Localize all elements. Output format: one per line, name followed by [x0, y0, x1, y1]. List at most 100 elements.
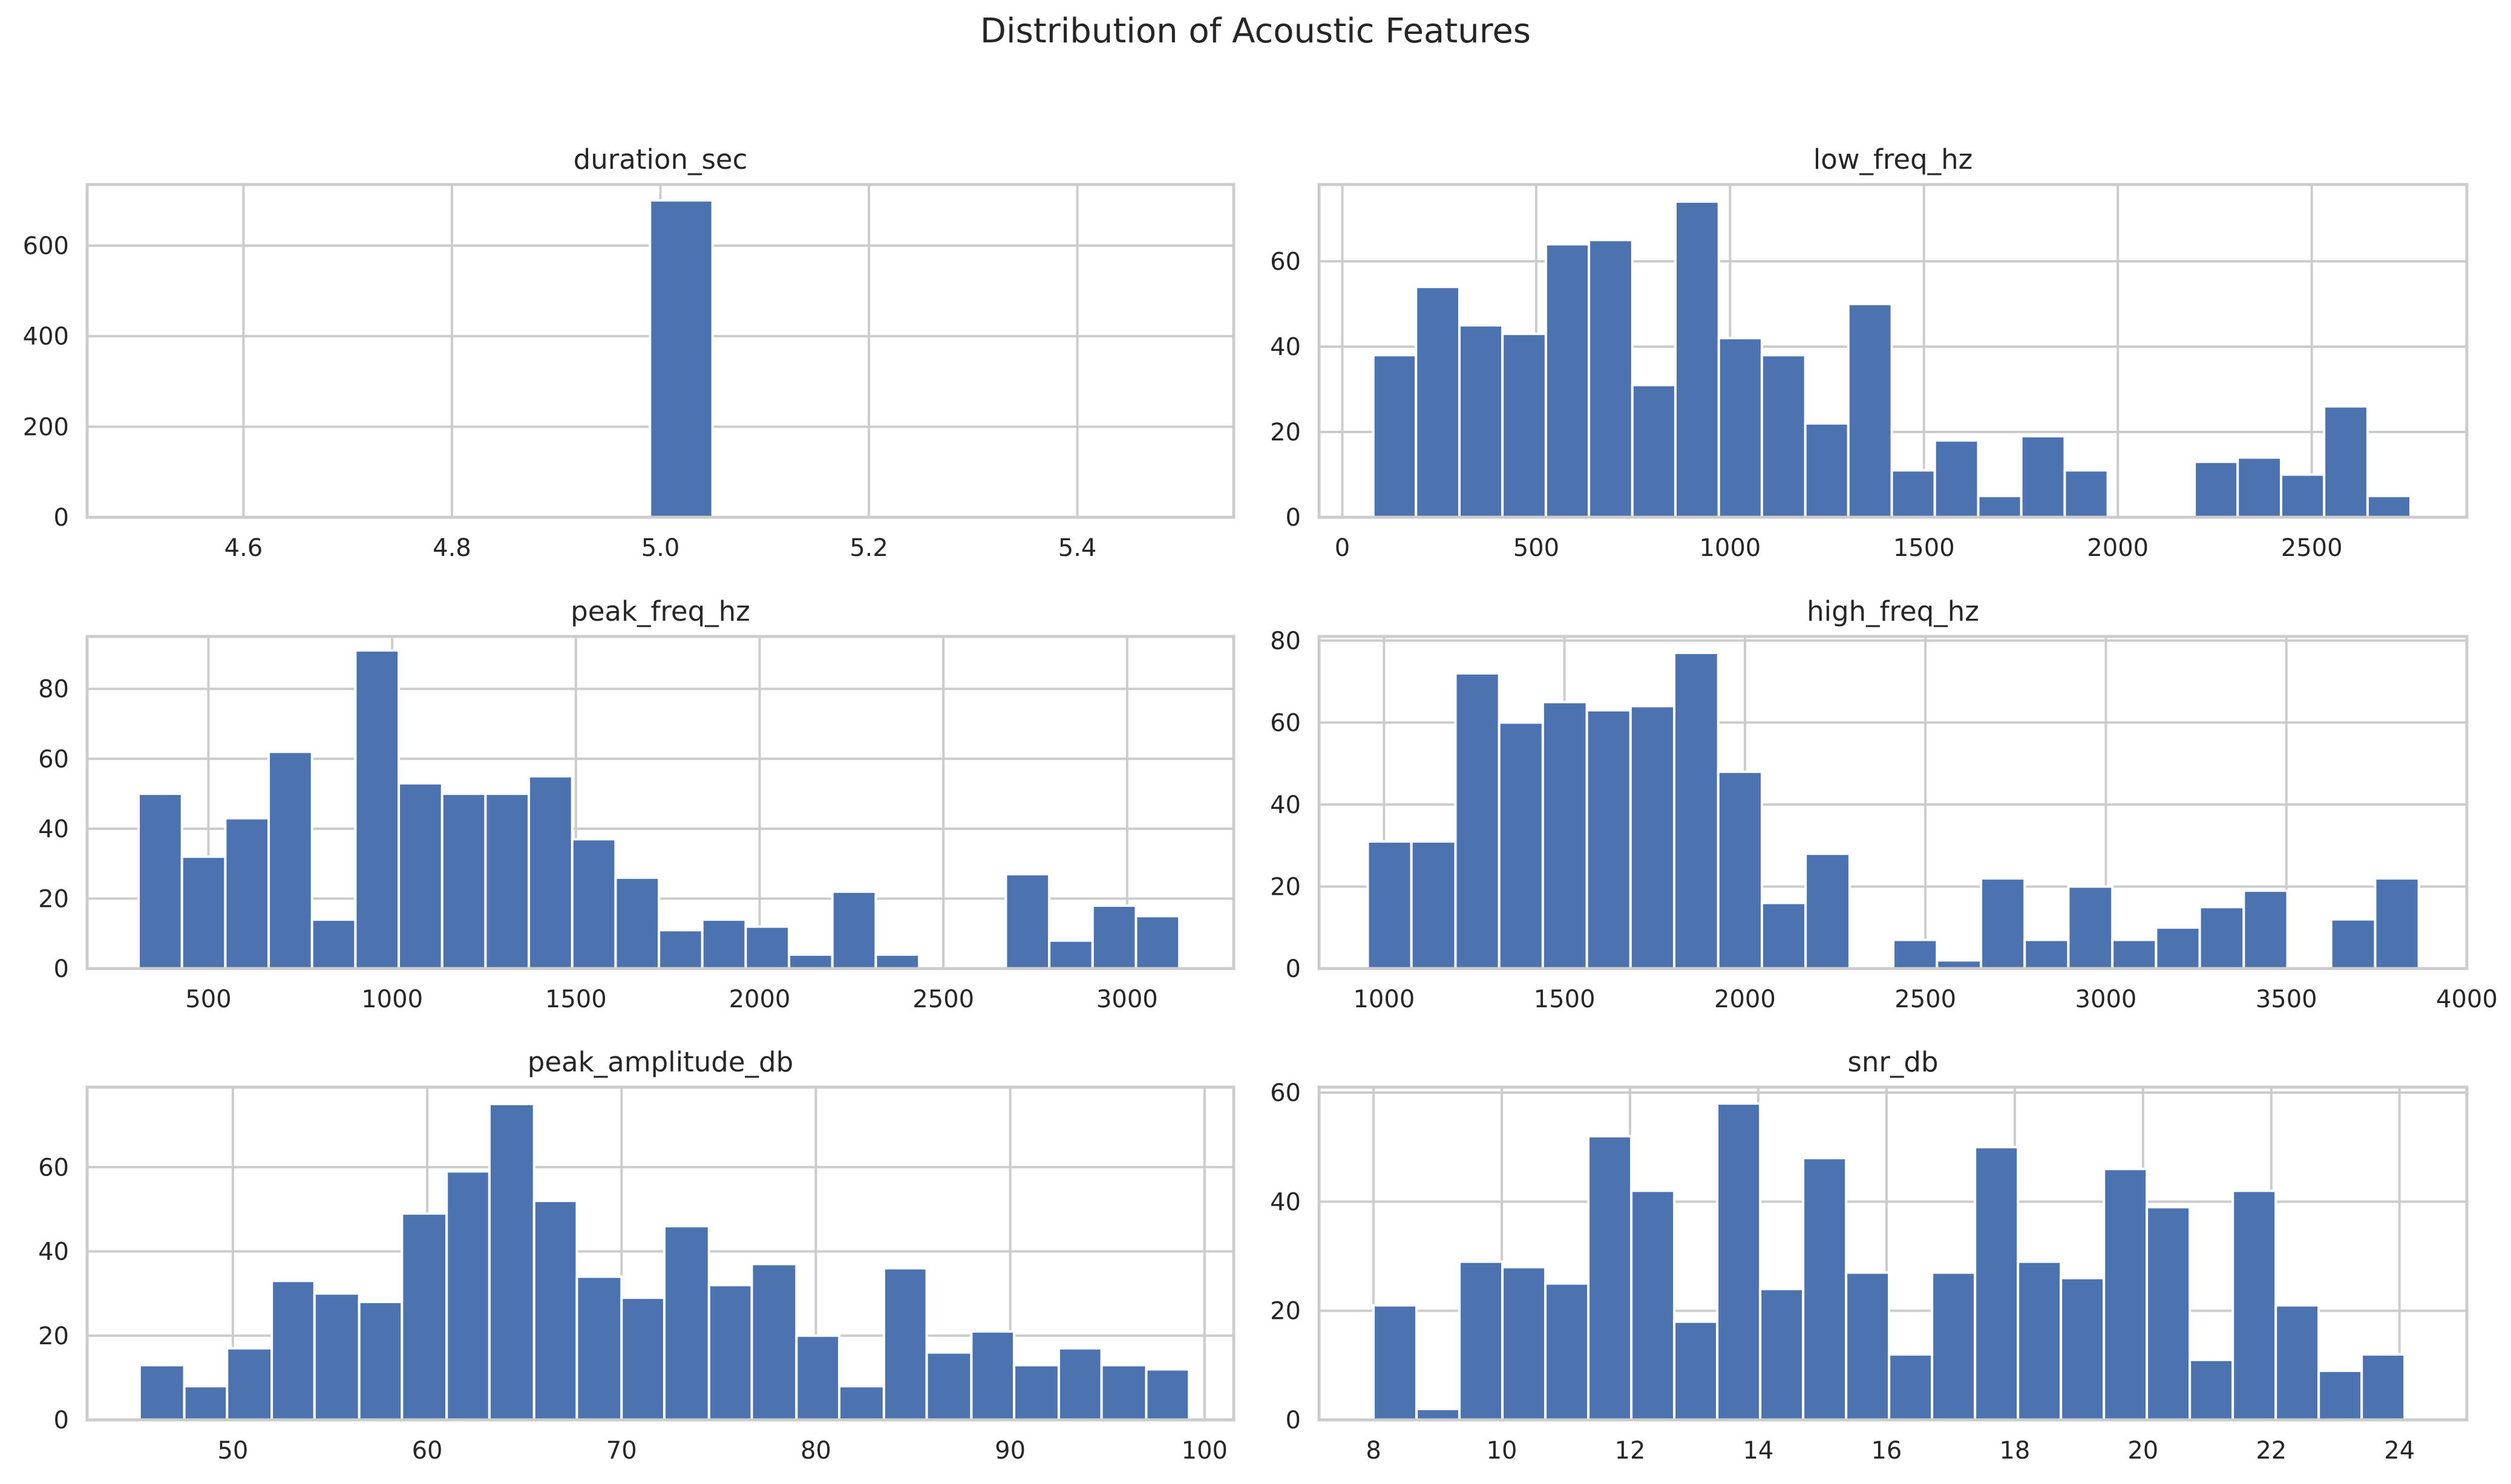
histogram-bar — [224, 817, 270, 970]
y-tick-label: 200 — [23, 413, 69, 441]
histogram-bar — [528, 775, 574, 970]
histogram-bar — [882, 1267, 928, 1422]
histogram-bar — [1759, 1287, 1805, 1421]
y-tick-label: 40 — [1270, 1188, 1301, 1216]
y-tick-label: 80 — [38, 676, 69, 704]
histogram-bar — [1760, 901, 1807, 970]
histogram-bar — [401, 1212, 448, 1421]
x-tick-label: 500 — [185, 986, 231, 1013]
histogram-bar — [1372, 354, 1418, 518]
axes-frame — [1317, 1085, 2469, 1422]
x-tick-label: 24 — [2384, 1437, 2415, 1465]
histogram-bar — [1410, 840, 1457, 970]
histogram-bar — [267, 750, 313, 970]
histogram-bar — [2189, 1358, 2234, 1421]
histogram-bar — [2155, 926, 2201, 970]
histogram-bar — [1458, 324, 1504, 518]
y-tick-label: 40 — [38, 816, 69, 843]
x-tick-label: 1000 — [1699, 534, 1761, 562]
histogram-bar — [1458, 1260, 1504, 1422]
histogram-bar — [1544, 1282, 1590, 1421]
histogram-bar — [270, 1280, 316, 1422]
subplot-title: peak_amplitude_db — [528, 1046, 793, 1078]
subplot-title: peak_freq_hz — [571, 595, 750, 627]
histogram-bar — [1804, 422, 1850, 518]
x-tick-label: 12 — [1615, 1437, 1646, 1465]
histogram-bar — [2231, 1189, 2277, 1422]
histogram-bar — [1892, 938, 1939, 970]
histogram-bar — [2111, 938, 2158, 970]
x-tick-label: 4000 — [2436, 986, 2498, 1013]
x-tick-label: 10 — [1487, 1437, 1517, 1465]
histogram-bar — [1585, 709, 1632, 970]
histogram-bar — [1760, 354, 1807, 518]
histogram-bar — [1674, 200, 1720, 518]
y-tick-label: 40 — [38, 1238, 69, 1266]
histogram-bar — [788, 953, 834, 970]
histogram-bar — [2067, 885, 2114, 970]
subplot-snr-db: snr_db 8 10 12 14 16 18 20 22 24 0 20 40 60 — [1270, 1046, 2469, 1465]
x-tick-label: 3500 — [2256, 986, 2317, 1013]
y-tick-label: 60 — [1270, 1079, 1301, 1107]
histogram-bar — [614, 876, 661, 970]
histogram-bar — [1673, 1320, 1719, 1421]
histogram-bar — [620, 1296, 666, 1422]
histogram-bar — [138, 1364, 186, 1421]
axes-frame — [85, 1085, 1236, 1422]
histogram-bar — [575, 1275, 623, 1422]
histogram-bar — [484, 793, 531, 970]
histogram-bar — [1933, 439, 1980, 518]
y-tick-label: 0 — [1286, 1407, 1301, 1434]
histogram-bar — [226, 1347, 273, 1421]
histogram-bar — [1888, 1353, 1934, 1421]
y-tick-label: 0 — [54, 1407, 69, 1434]
histogram-bar — [2329, 918, 2377, 970]
histogram-bar — [1013, 1364, 1060, 1421]
histogram-bar — [707, 1284, 753, 1421]
histogram-bar — [1847, 302, 1893, 518]
histogram-bar — [1145, 1368, 1191, 1422]
subplot-title: high_freq_hz — [1807, 595, 1979, 627]
histogram-bar — [2023, 938, 2070, 970]
y-tick-label: 20 — [1270, 419, 1301, 446]
axes-frame — [1317, 635, 2469, 970]
x-tick-label: 22 — [2256, 1437, 2287, 1465]
x-tick-label: 2000 — [1714, 986, 1776, 1013]
histogram-bar — [2063, 469, 2109, 519]
y-tick-label: 0 — [1286, 955, 1301, 983]
x-tick-label: 3000 — [2075, 986, 2137, 1013]
x-tick-label: 1500 — [545, 986, 607, 1013]
histogram-bar — [744, 925, 791, 970]
histogram-bar — [2374, 877, 2420, 970]
histogram-bar — [1372, 1304, 1418, 1422]
histogram-bar — [1977, 494, 2023, 518]
histogram-bar — [649, 199, 714, 518]
histogram-bar — [1629, 705, 1675, 970]
y-tick-label: 40 — [1270, 791, 1301, 819]
x-tick-label: 2500 — [912, 986, 974, 1013]
histogram-bar — [137, 793, 183, 970]
histogram-bar — [2198, 906, 2245, 970]
y-tick-label: 20 — [38, 885, 69, 913]
histogram-bar — [1541, 701, 1588, 970]
x-tick-label: 8 — [1366, 1437, 1381, 1465]
histogram-bar — [1544, 243, 1591, 518]
y-tick-label: 0 — [54, 504, 69, 532]
axes-frame — [85, 635, 1236, 970]
histogram-bar — [1366, 840, 1413, 970]
histogram-bar — [1980, 877, 2026, 970]
histogram-bar — [874, 953, 921, 970]
histogram-bar — [1048, 939, 1094, 970]
subplot-title: duration_sec — [574, 143, 748, 175]
histogram-bar — [658, 929, 704, 970]
x-tick-label: 1500 — [1893, 534, 1955, 562]
histogram-bar — [1631, 384, 1677, 519]
histogram-bar — [2146, 1206, 2192, 1421]
histogram-bar — [310, 918, 357, 970]
histogram-bar — [1100, 1364, 1148, 1421]
x-tick-label: 16 — [1871, 1437, 1902, 1465]
histogram-bar — [831, 890, 877, 970]
histogram-bar — [1630, 1189, 1676, 1422]
histogram-bar — [1004, 872, 1051, 970]
